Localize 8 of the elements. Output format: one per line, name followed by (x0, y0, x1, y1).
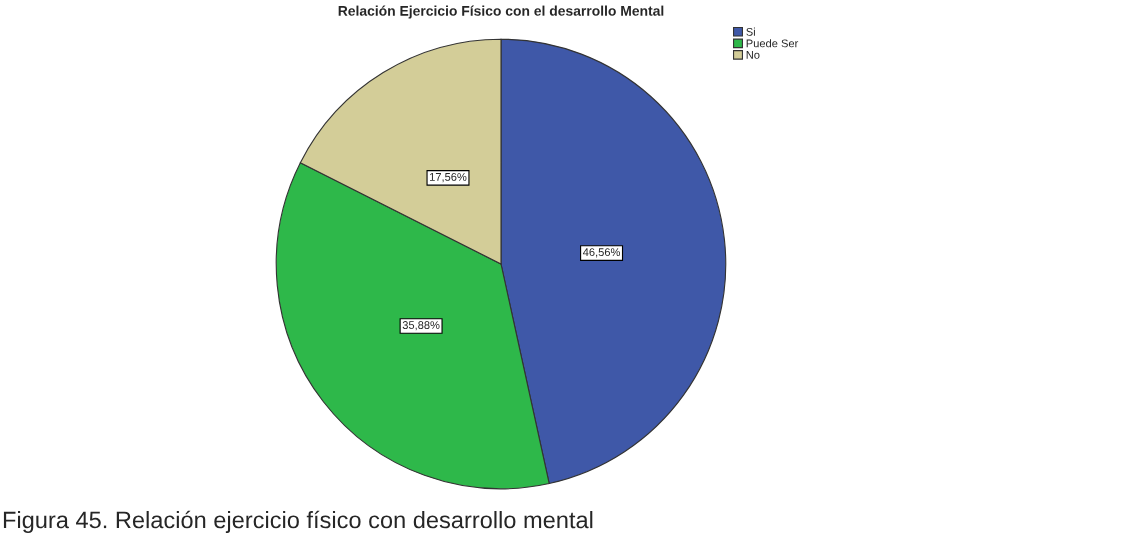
data-label: 17,56% (430, 172, 467, 183)
data-label: 46,56% (582, 248, 620, 258)
chart-title: Relación Ejercicio Físico con el desarrollo Mental (338, 5, 664, 19)
data-label: 35,88% (402, 321, 440, 331)
text: Figura 45. Relación ejercicio físico con desarrollo mental (3, 510, 593, 533)
legend-label: No (746, 51, 760, 59)
legend-label: Si (746, 27, 755, 36)
legend-label: Puede Ser (746, 39, 799, 48)
